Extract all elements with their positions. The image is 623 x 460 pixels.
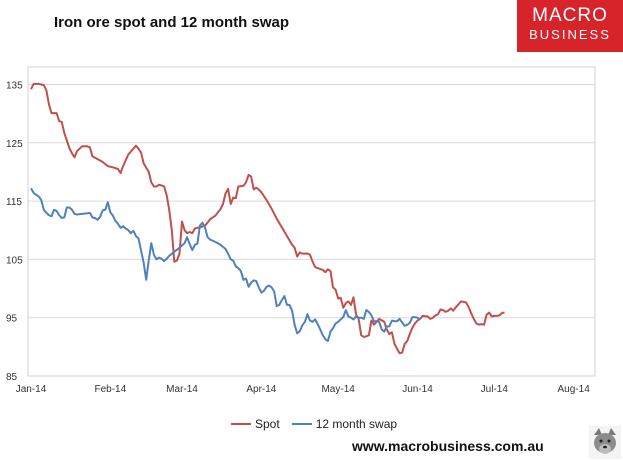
- y-tick-label: 105: [6, 255, 23, 266]
- gridlines: [28, 83, 595, 319]
- x-tick-labels: Jan-14 Feb-14 Mar-14 Apr-14 May-14 Jun-14 Jul-…: [16, 384, 590, 395]
- x-tick-label: Jun-14: [402, 384, 433, 395]
- legend-label-spot: Spot: [255, 417, 280, 431]
- legend-item-spot[interactable]: Spot: [231, 417, 280, 431]
- legend-item-swap[interactable]: 12 month swap: [291, 417, 398, 431]
- y-tick-labels: 85 95 105 115 125 135: [6, 80, 23, 383]
- x-tick-label: Feb-14: [95, 384, 127, 395]
- series-line-spot[interactable]: [30, 82, 505, 355]
- x-tick-label: Aug-14: [558, 384, 591, 395]
- y-tick-label: 95: [6, 314, 18, 325]
- series-line-12-month-swap[interactable]: [30, 187, 421, 342]
- macrobusiness-logo[interactable]: MACRO BUSINESS: [517, 0, 623, 52]
- iron-ore-chart: 85 95 105 115 125 135 Jan-14 Feb-14 Mar-14 Apr-1…: [6, 66, 596, 395]
- x-tick-label: May-14: [321, 384, 355, 395]
- y-tick-label: 125: [6, 139, 23, 150]
- y-tick-label: 135: [6, 80, 23, 91]
- logo-business-text: BUSINESS: [529, 27, 611, 42]
- plot-area-border: [27, 66, 596, 377]
- y-tick-label: 115: [6, 197, 22, 208]
- legend: Spot 12 month swap: [231, 417, 409, 431]
- x-tick-label: Mar-14: [166, 384, 198, 395]
- y-tick-label: 85: [6, 372, 18, 383]
- x-tick-label: Jul-14: [481, 384, 509, 395]
- x-tick-label: Apr-14: [246, 384, 276, 395]
- chart-title: Iron ore spot and 12 month swap: [54, 14, 290, 31]
- website-url[interactable]: www.macrobusiness.com.au: [352, 438, 544, 454]
- wolf-mascot-icon: [589, 426, 621, 459]
- legend-swatch-spot: [231, 423, 251, 425]
- legend-label-swap: 12 month swap: [315, 417, 398, 431]
- logo-macro-text: MACRO: [532, 5, 608, 26]
- legend-swatch-swap: [291, 423, 312, 425]
- x-tick-label: Jan-14: [16, 384, 47, 395]
- series-lines: [30, 82, 505, 355]
